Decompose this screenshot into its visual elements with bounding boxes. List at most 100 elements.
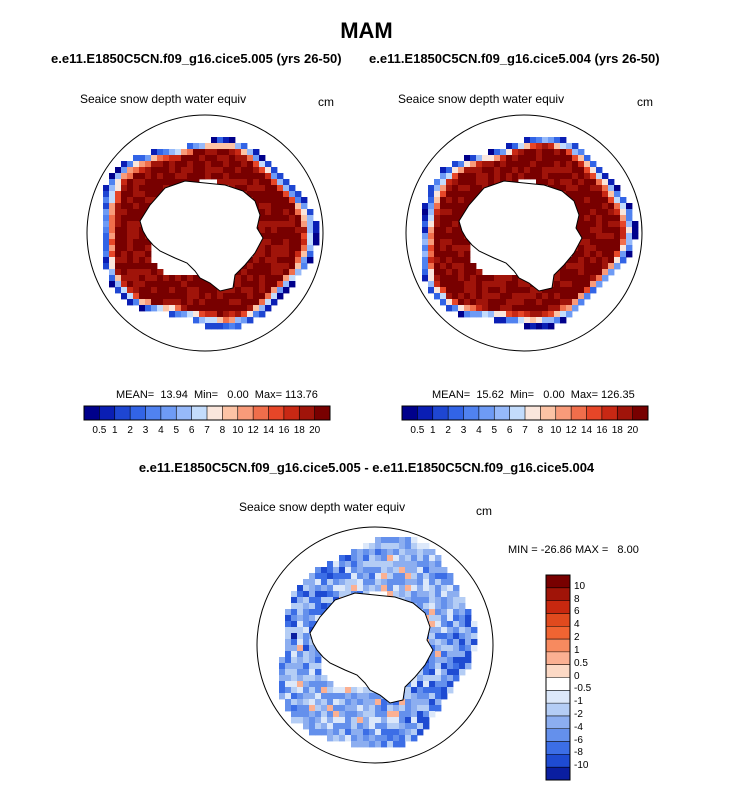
colorbar-tick-label: 5 <box>491 425 498 436</box>
colorbar-swatch <box>546 728 570 742</box>
colorbar-swatch <box>555 406 572 420</box>
colorbar-tick-label: 20 <box>627 425 639 436</box>
colorbar-tick-label: 0.5 <box>574 657 588 669</box>
colorbar-tick-label: 2 <box>574 632 580 644</box>
colorbar-swatch <box>546 651 570 665</box>
colorbar-swatch <box>417 406 434 420</box>
colorbar-swatch <box>432 406 449 420</box>
left-polar-map <box>86 114 324 352</box>
colorbar-tick-label: 8 <box>219 425 226 436</box>
colorbar-swatch <box>601 406 618 420</box>
colorbar-tick-label: 0 <box>574 670 580 682</box>
colorbar-tick-label: 16 <box>278 425 290 436</box>
colorbar-swatch <box>207 406 223 420</box>
colorbar-tick-label: 12 <box>247 425 259 436</box>
colorbar-tick-label: 18 <box>293 425 305 436</box>
colorbar-swatch <box>222 406 239 420</box>
colorbar-swatch <box>546 639 570 653</box>
right-polar-map <box>405 114 643 352</box>
colorbar-swatch <box>283 406 300 420</box>
colorbar-tick-label: 3 <box>142 425 149 436</box>
colorbar-tick-label: 2 <box>445 425 451 436</box>
colorbar-tick-label: 14 <box>580 425 593 436</box>
colorbar-swatch <box>448 406 464 420</box>
colorbar-tick-label: 1 <box>111 425 118 436</box>
colorbar-tick-label: 8 <box>537 425 544 436</box>
colorbar-swatch <box>84 406 100 420</box>
difference-title: e.e11.E1850C5CN.f09_g16.cice5.005 - e.e1… <box>138 460 595 475</box>
colorbar-swatch <box>546 626 570 640</box>
colorbar-swatch <box>571 406 587 420</box>
right-colorbar-labels: 0.5 1 2 3 4 5 6 7 8 10 12 14 16 18 20 <box>402 425 648 439</box>
colorbar-tick-label: -8 <box>574 747 583 759</box>
colorbar-swatch <box>632 406 649 420</box>
colorbar-swatch <box>99 406 116 420</box>
colorbar-tick-label: -6 <box>574 734 583 746</box>
colorbar-swatch <box>237 406 254 420</box>
colorbar-swatch <box>299 406 315 420</box>
left-case-title: e.e11.E1850C5CN.f09_g16.cice5.005 (yrs 2… <box>51 51 342 66</box>
colorbar-tick-label: -10 <box>574 760 589 772</box>
colorbar-tick-label: 12 <box>565 425 577 436</box>
diff-map-stats: MIN = -26.86 MAX = 8.00 <box>508 544 639 556</box>
diff-map-units: cm <box>476 504 492 518</box>
colorbar-tick-label: 1 <box>429 425 436 436</box>
page-title: MAM <box>340 18 393 43</box>
right-map-stats: MEAN= 15.62 Min= 0.00 Max= 126.35 <box>432 389 635 401</box>
colorbar-swatch <box>586 406 603 420</box>
colorbar-swatch <box>546 741 570 755</box>
colorbar-swatch <box>546 703 570 717</box>
diff-colorbar-labels: 10 8 6 4 2 1 0.5 0 -0.5 -1 -2 -4 -6 -8 -10 <box>574 575 614 780</box>
colorbar-tick-label: -0.5 <box>574 683 592 695</box>
colorbar-swatch <box>546 677 570 691</box>
colorbar-tick-label: 0.5 <box>410 425 425 436</box>
right-case-title: e.e11.E1850C5CN.f09_g16.cice5.004 (yrs 2… <box>369 51 660 66</box>
colorbar-swatch <box>509 406 526 420</box>
right-colorbar <box>401 405 649 421</box>
colorbar-swatch <box>145 406 162 420</box>
colorbar-swatch <box>546 587 570 601</box>
colorbar-tick-label: 14 <box>262 425 275 436</box>
colorbar-swatch <box>546 767 570 781</box>
colorbar-tick-label: 7 <box>204 425 210 436</box>
colorbar-swatch <box>546 575 570 589</box>
left-colorbar-labels: 0.5 1 2 3 4 5 6 7 8 10 12 14 16 18 20 <box>84 425 330 439</box>
colorbar-tick-label: 16 <box>596 425 608 436</box>
colorbar-swatch <box>191 406 208 420</box>
colorbar-swatch <box>176 406 192 420</box>
left-map-title: Seaice snow depth water equiv <box>80 92 247 106</box>
colorbar-swatch <box>314 406 331 420</box>
colorbar-swatch <box>268 406 285 420</box>
colorbar-tick-label: 4 <box>158 425 164 436</box>
colorbar-tick-label: 6 <box>506 425 513 436</box>
colorbar-tick-label: 4 <box>574 619 580 631</box>
colorbar-tick-label: 10 <box>574 580 586 592</box>
colorbar-swatch <box>114 406 131 420</box>
colorbar-tick-label: -1 <box>574 696 583 708</box>
colorbar-swatch <box>463 406 480 420</box>
colorbar-swatch <box>478 406 495 420</box>
colorbar-swatch <box>253 406 269 420</box>
colorbar-swatch <box>617 406 633 420</box>
colorbar-tick-label: -4 <box>574 721 583 733</box>
diff-map-title: Seaice snow depth water equiv <box>239 500 406 514</box>
colorbar-swatch <box>546 600 570 614</box>
colorbar-tick-label: 4 <box>476 425 482 436</box>
colorbar-tick-label: 6 <box>574 606 580 618</box>
left-map-units: cm <box>318 95 334 109</box>
colorbar-swatch <box>546 664 570 678</box>
colorbar-swatch <box>540 406 557 420</box>
colorbar-swatch <box>160 406 177 420</box>
colorbar-swatch <box>494 406 510 420</box>
left-map-stats: MEAN= 13.94 Min= 0.00 Max= 113.76 <box>116 389 318 401</box>
colorbar-tick-label: 10 <box>232 425 244 436</box>
colorbar-tick-label: 2 <box>127 425 133 436</box>
colorbar-swatch <box>402 406 418 420</box>
colorbar-tick-label: 6 <box>188 425 195 436</box>
colorbar-tick-label: 7 <box>522 425 528 436</box>
left-colorbar <box>83 405 331 421</box>
colorbar-tick-label: 0.5 <box>92 425 107 436</box>
colorbar-swatch <box>546 754 570 768</box>
colorbar-swatch <box>546 690 570 704</box>
right-map-units: cm <box>637 95 653 109</box>
